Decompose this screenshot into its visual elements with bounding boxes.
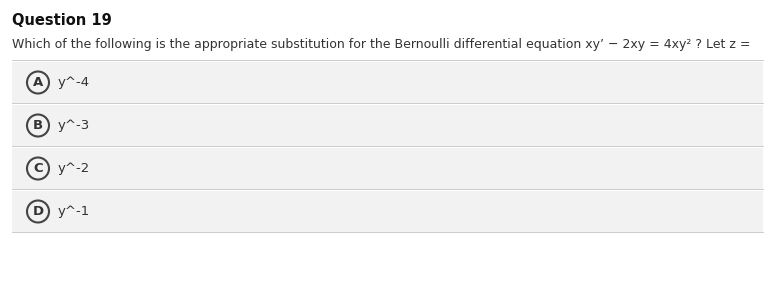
Text: y^-1: y^-1: [58, 205, 90, 218]
Text: Question 19: Question 19: [12, 13, 112, 28]
Text: Which of the following is the appropriate substitution for the Bernoulli differe: Which of the following is the appropriat…: [12, 38, 750, 51]
FancyBboxPatch shape: [12, 148, 763, 189]
Text: y^-4: y^-4: [58, 76, 90, 89]
Text: D: D: [33, 205, 43, 218]
Text: y^-3: y^-3: [58, 119, 90, 132]
Text: y^-2: y^-2: [58, 162, 90, 175]
FancyBboxPatch shape: [12, 191, 763, 232]
Text: B: B: [33, 119, 43, 132]
FancyBboxPatch shape: [12, 105, 763, 146]
FancyBboxPatch shape: [12, 62, 763, 103]
Text: C: C: [33, 162, 43, 175]
Text: A: A: [33, 76, 43, 89]
